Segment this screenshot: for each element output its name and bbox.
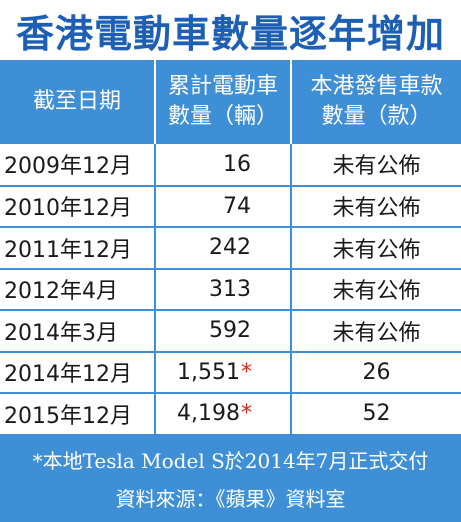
ev-count-value: 74 [223, 193, 251, 219]
ev-count-value: 592 [209, 318, 251, 344]
date-cell: 2012年4月 [0, 268, 155, 311]
date-cell: 2010年12月 [0, 185, 155, 228]
ev-count-cell: 242 [154, 227, 291, 270]
model-count-cell: 52 [290, 393, 461, 436]
date-cell: 2009年12月 [0, 144, 155, 187]
table-row: 2011年12月 242 未有公佈 [0, 227, 461, 270]
date-cell: 2015年12月 [0, 393, 155, 436]
table-row: 2015年12月 4,198* 52 [0, 393, 461, 436]
date-cell: 2014年12月 [0, 351, 155, 394]
table-row: 2012年4月 313 未有公佈 [0, 268, 461, 311]
source-credit: 資料來源：《蘋果》資料室 [115, 486, 346, 511]
footnote-star: * [241, 359, 252, 385]
model-count-cell: 未有公佈 [290, 310, 461, 353]
model-count-cell: 未有公佈 [290, 144, 461, 187]
infographic-title: 香港電動車數量逐年增加 [15, 11, 445, 56]
header-ev-count: 累計電動車 數量（輛） [154, 60, 292, 144]
ev-count-cell: 4,198* [154, 393, 291, 436]
table-header: 截至日期 累計電動車 數量（輛） 本港發售車款 數量（款） [0, 60, 461, 144]
table-row: 2010年12月 74 未有公佈 [0, 185, 461, 228]
date-cell: 2014年3月 [0, 310, 155, 353]
header-model-count-line1: 本港發售車款 [310, 74, 443, 99]
table-row: 2009年12月 16 未有公佈 [0, 144, 461, 187]
header-model-count: 本港發售車款 數量（款） [290, 60, 461, 144]
model-count-cell: 未有公佈 [290, 227, 461, 270]
ev-count-value: 1,551 [177, 359, 240, 385]
header-date-label: 截至日期 [32, 89, 121, 114]
model-count-cell: 未有公佈 [290, 268, 461, 311]
ev-count-cell: 592 [154, 310, 291, 353]
ev-count-cell: 313 [154, 268, 291, 311]
model-count-cell: 未有公佈 [290, 185, 461, 228]
ev-count-value: 4,198 [177, 401, 240, 427]
ev-count-value: 242 [209, 235, 251, 261]
table-body: 2009年12月 16 未有公佈 2010年12月 74 未有公佈 2011年1… [0, 144, 461, 436]
header-model-count-line2: 數量（款） [321, 104, 432, 129]
footnote-text: *本地Tesla Model S於2014年7月正式交付 [32, 448, 429, 473]
header-date: 截至日期 [0, 60, 156, 144]
ev-count-cell: 16 [154, 144, 291, 187]
footnote-star: * [241, 401, 252, 427]
footer-panel: *本地Tesla Model S於2014年7月正式交付 資料來源：《蘋果》資料… [0, 435, 461, 522]
ev-count-cell: 74 [154, 185, 291, 228]
table-row: 2014年3月 592 未有公佈 [0, 310, 461, 353]
ev-count-value: 16 [223, 151, 251, 177]
header-ev-count-line1: 累計電動車 [167, 74, 278, 99]
date-cell: 2011年12月 [0, 227, 155, 270]
ev-count-table: 截至日期 累計電動車 數量（輛） 本港發售車款 數量（款） 2009年12月 1… [0, 60, 461, 436]
model-count-cell: 26 [290, 351, 461, 394]
ev-count-value: 313 [209, 276, 251, 302]
ev-count-cell: 1,551* [154, 351, 291, 394]
table-row: 2014年12月 1,551* 26 [0, 351, 461, 394]
header-ev-count-line2: 數量（輛） [167, 104, 278, 129]
